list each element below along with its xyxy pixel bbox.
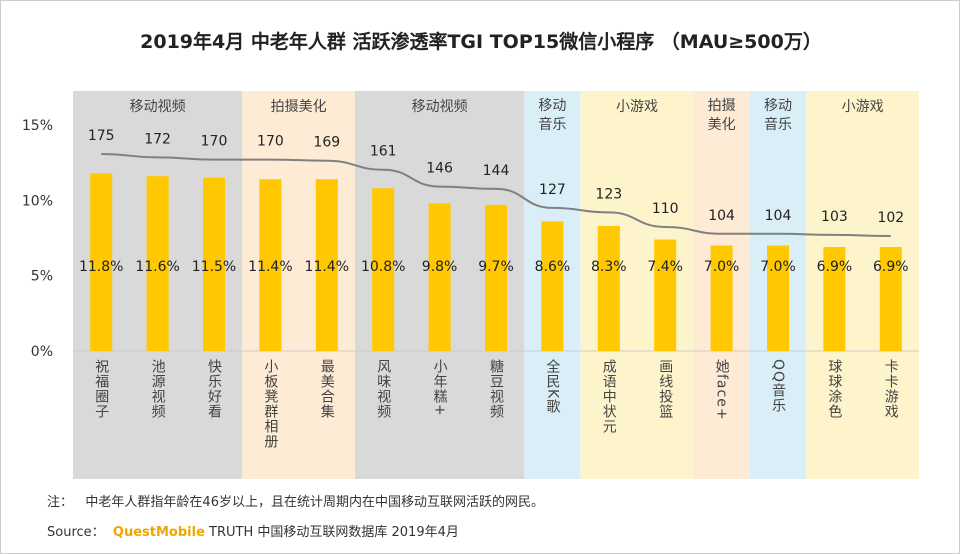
line-data-label: 127 xyxy=(539,182,566,198)
chart-title: 2019年4月 中老年人群 活跃渗透率TGI TOP15微信小程序 （MAU≥5… xyxy=(140,31,822,53)
line-data-label: 110 xyxy=(652,201,679,217)
bar xyxy=(315,179,338,351)
note-label: 注： xyxy=(47,495,74,510)
bar-data-label: 8.6% xyxy=(535,259,571,275)
footnote: 注： 中老年人群指年龄在46岁以上，且在统计周期内在中国移动互联网活跃的网民。 xyxy=(47,491,544,510)
category-label: 她face+ xyxy=(713,359,730,421)
bar-data-label: 11.4% xyxy=(248,259,292,275)
group-band xyxy=(580,91,694,479)
bar-data-label: 11.8% xyxy=(79,259,123,275)
group-label: 拍摄 xyxy=(708,98,736,114)
category-label: 池源视频 xyxy=(149,359,166,419)
source-text: TRUTH 中国移动互联网数据库 2019年4月 xyxy=(209,525,459,540)
bar-data-label: 11.5% xyxy=(192,259,236,275)
line-data-label: 144 xyxy=(483,163,510,179)
category-label: 糖豆视频 xyxy=(488,359,504,419)
bar xyxy=(710,245,733,351)
bar xyxy=(879,247,902,351)
line-data-label: 123 xyxy=(595,186,622,202)
category-label: 全民K歌 xyxy=(544,359,561,415)
group-label: 音乐 xyxy=(538,116,566,133)
group-label: 美化 xyxy=(708,117,736,133)
group-label: 拍摄美化 xyxy=(271,99,327,115)
bar-data-label: 8.3% xyxy=(591,259,627,275)
bar xyxy=(654,239,677,351)
y-tick-label: 15% xyxy=(22,118,53,134)
category-label: 小板凳群相册 xyxy=(262,359,279,449)
category-label: 球球涂色 xyxy=(826,359,843,419)
group-label: 小游戏 xyxy=(842,99,884,115)
bar-data-label: 7.4% xyxy=(647,259,683,275)
category-label: 祝福圈子 xyxy=(93,359,110,419)
note-text: 中老年人群指年龄在46岁以上，且在统计周期内在中国移动互联网活跃的网民。 xyxy=(85,495,544,510)
bar-data-label: 6.9% xyxy=(817,259,853,275)
category-label: 风味视频 xyxy=(375,359,392,419)
bar xyxy=(90,173,113,351)
bar-data-label: 6.9% xyxy=(873,259,909,275)
y-tick-label: 10% xyxy=(22,193,53,209)
group-label: 音乐 xyxy=(764,116,792,133)
line-data-label: 169 xyxy=(313,135,340,151)
line-data-label: 170 xyxy=(201,134,228,150)
bar xyxy=(146,176,169,351)
line-data-label: 104 xyxy=(708,208,735,224)
line-data-label: 103 xyxy=(821,209,848,225)
tgi-line xyxy=(101,153,891,237)
group-label: 移动视频 xyxy=(130,99,186,115)
source: Source： QuestMobile TRUTH 中国移动互联网数据库 201… xyxy=(47,521,459,540)
bar-data-label: 7.0% xyxy=(704,259,740,275)
bar-data-label: 11.6% xyxy=(135,259,179,275)
source-label: Source： xyxy=(47,525,105,540)
category-label: 成语中状元 xyxy=(600,359,617,434)
bar xyxy=(767,245,789,351)
y-tick-label: 0% xyxy=(31,344,53,360)
bar xyxy=(597,225,620,351)
group-label: 移动 xyxy=(538,98,566,114)
category-label: 快乐好看 xyxy=(206,359,222,419)
group-band xyxy=(806,91,919,479)
bar xyxy=(203,177,225,351)
line-data-label: 170 xyxy=(257,134,284,150)
bar xyxy=(372,188,395,351)
line-data-label: 172 xyxy=(144,131,171,147)
bar-data-label: 7.0% xyxy=(760,259,796,275)
category-label: 最美合集 xyxy=(318,359,335,419)
bar xyxy=(485,204,507,351)
bar xyxy=(428,203,451,351)
group-label: 移动 xyxy=(764,98,792,114)
bar-data-label: 11.4% xyxy=(305,259,349,275)
group-label: 移动视频 xyxy=(412,99,468,115)
group-label: 小游戏 xyxy=(616,99,658,115)
y-tick-label: 5% xyxy=(31,269,53,285)
bar-data-label: 9.8% xyxy=(422,259,458,275)
bar-data-label: 10.8% xyxy=(361,259,405,275)
category-label: 卡卡游戏 xyxy=(882,359,899,419)
brand-logo-text: QuestMobile xyxy=(112,525,205,540)
category-label: QQ音乐 xyxy=(770,359,786,414)
line-data-label: 102 xyxy=(877,210,904,226)
line-data-label: 161 xyxy=(370,144,397,160)
category-label: 画线投篮 xyxy=(657,359,674,419)
line-data-label: 104 xyxy=(765,208,792,224)
bar xyxy=(541,221,564,351)
line-data-label: 146 xyxy=(426,161,453,177)
line-data-label: 175 xyxy=(88,128,115,144)
bar xyxy=(259,179,282,351)
category-label: 小年糕+ xyxy=(431,359,448,417)
bar xyxy=(823,247,846,351)
bar-data-label: 9.7% xyxy=(478,259,514,275)
